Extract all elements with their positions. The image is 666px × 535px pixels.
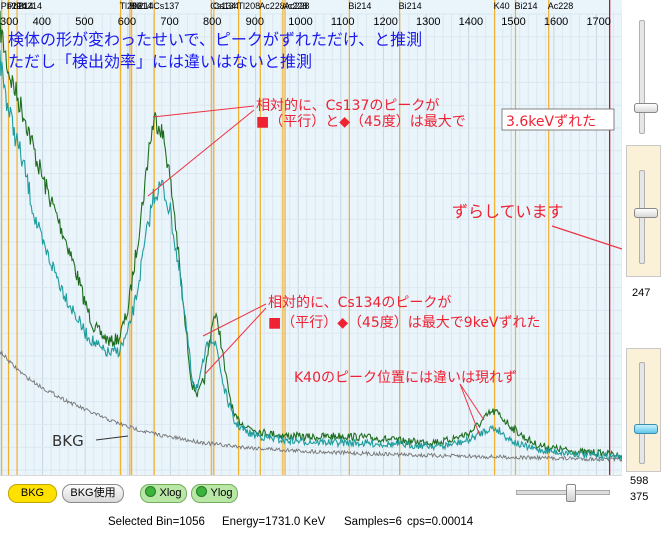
status-bar: Selected Bin=1056 Energy=1731.0 KeV Samp…: [0, 507, 666, 535]
status-samples: Samples=6: [344, 516, 402, 528]
cs134-note-line2: ■（平行）◆（45度）は最大で9keVずれた: [268, 315, 541, 331]
lower-slider-value-bottom: 375: [630, 491, 649, 503]
cs137-leader-line-2: [147, 109, 255, 197]
ylog-label: Ylog: [210, 487, 233, 499]
bkg-leader-line: [95, 435, 129, 441]
x-tick-label: 1700: [586, 16, 610, 28]
peak-marker-label: Ac228: [284, 1, 310, 11]
cs134-note-line1: 相対的に、Cs134のピークが: [268, 295, 451, 311]
x-tick-label: 800: [203, 16, 221, 28]
xlog-indicator-icon: [145, 486, 157, 497]
spectrum-plot[interactable]: Pb214 Pb214 Pb214 Tl208 Bi214 Bi214 Cs137 Cs134…: [0, 0, 622, 475]
top-slider-track[interactable]: [639, 20, 645, 134]
peak-marker-label: Ac228: [282, 1, 308, 11]
peak-marker-label: Cs137: [153, 1, 179, 11]
x-tick-label: 600: [118, 16, 136, 28]
lower-slider-thumb[interactable]: [634, 424, 658, 434]
peak-marker-label: Bi214: [399, 1, 422, 11]
x-tick-label: 500: [75, 16, 93, 28]
cs134-leader-line-2: [204, 307, 267, 375]
x-tick-label: 1500: [501, 16, 525, 28]
status-selected-bin: Selected Bin=1056: [108, 516, 205, 528]
spectrum-series-line: [0, 10, 622, 460]
peak-marker-label: Bi214: [131, 1, 154, 11]
xlog-button[interactable]: Xlog: [140, 484, 187, 503]
peak-marker-label: K40: [494, 1, 510, 11]
headline-2: ただし「検出効率」には違いはないと推測: [8, 52, 312, 71]
peak-marker-label: Cs134: [210, 1, 236, 11]
cs134-leader-line-1: [202, 303, 267, 337]
cs137-note-line2a: ■（平行）と◆（45度）は最大で: [256, 114, 466, 130]
horizontal-slider-track[interactable]: [516, 490, 610, 495]
x-tick-label: 1600: [544, 16, 568, 28]
peak-marker-label: Pb214: [1, 1, 27, 11]
peak-marker-label: Tl208: [238, 1, 261, 11]
shift-note: ずらしています: [452, 202, 564, 221]
peak-marker-label: Bi214: [348, 1, 371, 11]
lower-slider-track[interactable]: [639, 362, 645, 464]
bkg-use-button[interactable]: BKG使用: [62, 484, 124, 503]
lower-slider-value-top: 598: [630, 475, 649, 487]
peak-marker-label: Pb214: [8, 1, 34, 11]
x-tick-label: 700: [160, 16, 178, 28]
peak-marker-label: Pb214: [16, 1, 42, 11]
peak-marker-label: Ac228: [548, 1, 574, 11]
cs137-note-line1: 相対的に、Cs137のピークが: [256, 98, 439, 114]
x-tick-label: 900: [246, 16, 264, 28]
spectrum-series-line: [0, 50, 622, 463]
x-tick-label: 1000: [288, 16, 312, 28]
ylog-indicator-icon: [196, 486, 208, 497]
k40-leader-line-2: [459, 383, 481, 437]
peak-marker-label: Ac228: [259, 1, 285, 11]
horizontal-slider-thumb[interactable]: [566, 484, 576, 502]
x-tick-label: 300: [0, 16, 18, 28]
headline-1: 検体の形が変わったせいで、ピークがずれただけ、と推測: [8, 30, 422, 49]
peak-marker-label: Bi214: [514, 1, 537, 11]
status-cps: cps=0.00014: [407, 516, 474, 528]
x-tick-label: 1400: [459, 16, 483, 28]
shift-arrow-line: [551, 225, 622, 250]
spectrum-series-line: [0, 349, 622, 462]
peak-marker-label: Cs134: [213, 1, 239, 11]
x-tick-label: 1300: [416, 16, 440, 28]
upper-slider-thumb[interactable]: [634, 208, 658, 218]
keV-highlight-box: [501, 108, 615, 131]
peak-marker-label: Bi214: [129, 1, 152, 11]
bkg-series-label: BKG: [52, 432, 84, 450]
k40-leader-line-1: [459, 383, 485, 421]
k40-note: K40のピーク位置には違いは現れず: [294, 370, 517, 386]
status-energy: Energy=1731.0 KeV: [222, 516, 326, 528]
x-tick-label: 1100: [331, 16, 355, 28]
top-slider-thumb[interactable]: [634, 103, 658, 113]
ylog-button[interactable]: Ylog: [191, 484, 238, 503]
x-tick-label: 400: [33, 16, 51, 28]
upper-slider-value: 247: [632, 287, 651, 299]
peak-marker-label: Tl208: [120, 1, 143, 11]
bkg-button[interactable]: BKG: [8, 484, 57, 503]
x-tick-label: 1200: [373, 16, 397, 28]
cs137-leader-line-1: [152, 105, 255, 118]
xlog-label: Xlog: [159, 487, 182, 499]
cs137-note-line2b: 3.6keVずれた: [506, 114, 596, 130]
